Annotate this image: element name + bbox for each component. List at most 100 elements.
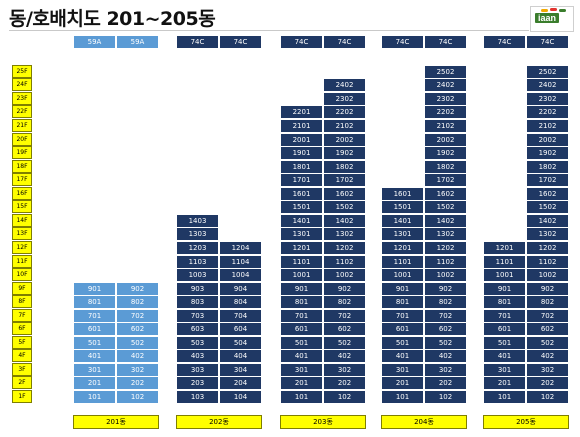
unit-cell: 202 bbox=[323, 376, 366, 391]
unit-cell: 202 bbox=[526, 376, 569, 391]
unit-cell: 1201 bbox=[280, 240, 323, 255]
unit-cell: 102 bbox=[424, 390, 467, 404]
building-label: 202동 bbox=[176, 415, 262, 429]
unit-cell: 1103 bbox=[176, 254, 219, 269]
unit-cell: 202 bbox=[424, 376, 467, 391]
unit-cell: 602 bbox=[424, 322, 467, 337]
unit-cell: 2101 bbox=[280, 119, 323, 133]
logo-text: iaan bbox=[535, 13, 560, 23]
unit-cell: 1302 bbox=[526, 227, 569, 242]
unit-cell: 1002 bbox=[526, 268, 569, 283]
unit-cell: 503 bbox=[176, 335, 219, 350]
unit-cell: 301 bbox=[73, 362, 116, 377]
floor-label: 9F bbox=[12, 281, 32, 295]
unit-cell: 1702 bbox=[424, 173, 467, 188]
unit-cell: 1801 bbox=[280, 159, 323, 174]
unit-cell: 2502 bbox=[526, 64, 569, 79]
unit-cell: 1303 bbox=[176, 227, 219, 242]
unit-cell: 1102 bbox=[526, 254, 569, 269]
floor-label: 24F bbox=[12, 78, 32, 92]
unit-cell: 903 bbox=[176, 281, 219, 296]
unit-cell: 2102 bbox=[526, 119, 569, 133]
unit-cell: 901 bbox=[73, 281, 116, 296]
unit-cell: 2302 bbox=[323, 91, 366, 106]
unit-cell: 302 bbox=[323, 362, 366, 377]
unit-cell: 1502 bbox=[323, 200, 366, 215]
unit-cell: 701 bbox=[483, 308, 526, 323]
unit-cell: 1104 bbox=[219, 254, 262, 269]
unit-type-header: 59A bbox=[73, 35, 116, 49]
floor-label: 7F bbox=[12, 308, 32, 322]
unit-cell: 1202 bbox=[526, 240, 569, 255]
logo-leaf-icon bbox=[559, 9, 566, 12]
unit-cell: 202 bbox=[116, 376, 159, 391]
unit-cell: 702 bbox=[116, 308, 159, 323]
unit-cell: 1101 bbox=[483, 254, 526, 269]
unit-cell: 802 bbox=[323, 295, 366, 310]
unit-cell: 1203 bbox=[176, 240, 219, 255]
unit-cell: 702 bbox=[424, 308, 467, 323]
unit-cell: 1003 bbox=[176, 268, 219, 283]
unit-cell: 1201 bbox=[483, 240, 526, 255]
unit-cell: 201 bbox=[280, 376, 323, 391]
unit-cell: 802 bbox=[526, 295, 569, 310]
unit-cell: 2102 bbox=[323, 119, 366, 133]
unit-cell: 1403 bbox=[176, 213, 219, 228]
unit-cell: 201 bbox=[483, 376, 526, 391]
unit-cell: 502 bbox=[424, 335, 467, 350]
unit-cell: 2402 bbox=[526, 78, 569, 93]
brand-logo: iaan bbox=[530, 6, 574, 32]
unit-cell: 1902 bbox=[424, 146, 467, 161]
building-label: 203동 bbox=[280, 415, 366, 429]
floor-label: 20F bbox=[12, 132, 32, 146]
unit-cell: 1204 bbox=[219, 240, 262, 255]
unit-cell: 801 bbox=[73, 295, 116, 310]
unit-cell: 2202 bbox=[526, 105, 569, 120]
unit-cell: 904 bbox=[219, 281, 262, 296]
unit-cell: 302 bbox=[116, 362, 159, 377]
building-label: 204동 bbox=[381, 415, 467, 429]
unit-cell: 1302 bbox=[424, 227, 467, 242]
unit-cell: 1101 bbox=[280, 254, 323, 269]
unit-type-header: 74C bbox=[381, 35, 424, 49]
unit-cell: 302 bbox=[526, 362, 569, 377]
unit-cell: 2402 bbox=[323, 78, 366, 93]
floor-label: 1F bbox=[12, 390, 32, 403]
unit-cell: 1001 bbox=[483, 268, 526, 283]
unit-cell: 1302 bbox=[323, 227, 366, 242]
unit-cell: 204 bbox=[219, 376, 262, 391]
floor-label: 23F bbox=[12, 91, 32, 105]
unit-cell: 1501 bbox=[280, 200, 323, 215]
unit-cell: 104 bbox=[219, 390, 262, 404]
title-underline bbox=[9, 30, 529, 31]
unit-cell: 1202 bbox=[424, 240, 467, 255]
unit-cell: 1001 bbox=[381, 268, 424, 283]
unit-cell: 701 bbox=[73, 308, 116, 323]
unit-cell: 2201 bbox=[280, 105, 323, 120]
unit-cell: 2302 bbox=[424, 91, 467, 106]
unit-cell: 1402 bbox=[526, 213, 569, 228]
unit-cell: 702 bbox=[526, 308, 569, 323]
unit-cell: 1002 bbox=[424, 268, 467, 283]
unit-cell: 1001 bbox=[280, 268, 323, 283]
unit-cell: 2402 bbox=[424, 78, 467, 93]
floor-label: 21F bbox=[12, 119, 32, 132]
unit-cell: 101 bbox=[381, 390, 424, 404]
unit-cell: 1601 bbox=[280, 186, 323, 201]
unit-cell: 102 bbox=[323, 390, 366, 404]
unit-cell: 2002 bbox=[526, 132, 569, 147]
unit-cell: 701 bbox=[280, 308, 323, 323]
floor-label: 17F bbox=[12, 173, 32, 187]
page-title: 동/호배치도 201~205동 bbox=[9, 8, 216, 30]
unit-type-header: 74C bbox=[323, 35, 366, 49]
unit-cell: 902 bbox=[323, 281, 366, 296]
unit-cell: 603 bbox=[176, 322, 219, 337]
unit-cell: 404 bbox=[219, 349, 262, 364]
unit-cell: 1301 bbox=[280, 227, 323, 242]
unit-cell: 901 bbox=[483, 281, 526, 296]
unit-cell: 703 bbox=[176, 308, 219, 323]
floor-label: 13F bbox=[12, 227, 32, 241]
unit-cell: 501 bbox=[381, 335, 424, 350]
unit-cell: 801 bbox=[483, 295, 526, 310]
unit-cell: 2502 bbox=[424, 64, 467, 79]
